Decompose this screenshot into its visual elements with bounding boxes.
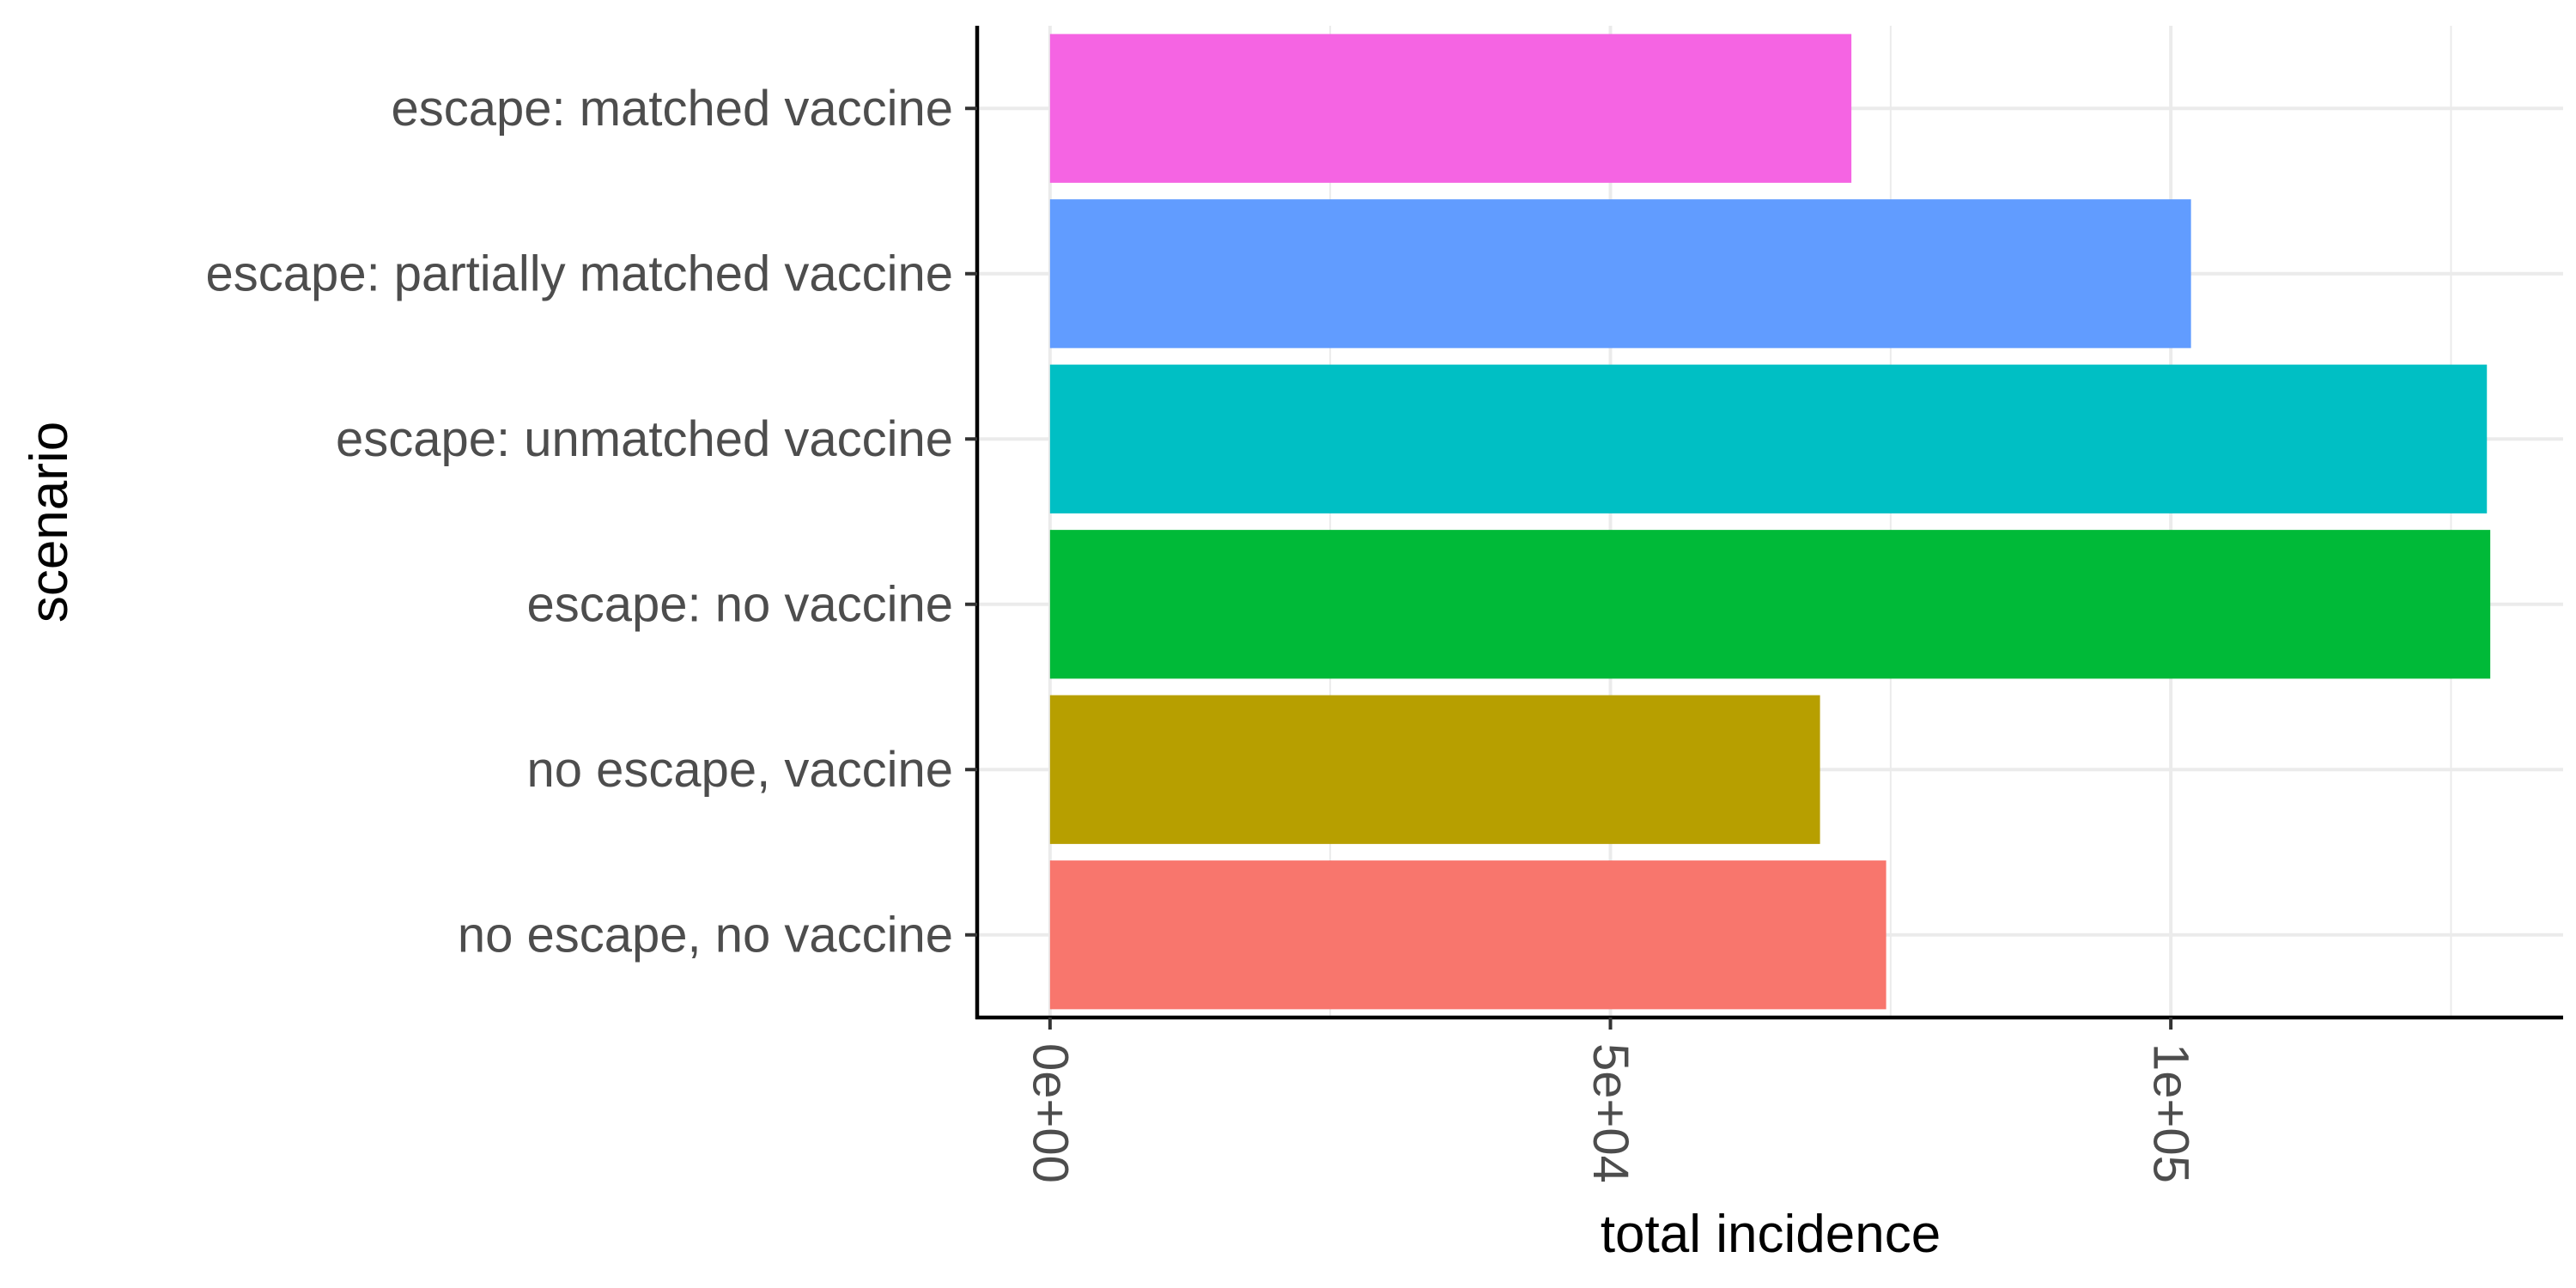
x-tick-label-2: 1e+05	[2143, 1043, 2199, 1183]
y-axis-title: scenario	[20, 422, 79, 623]
y-tick-label-3: escape: unmatched vaccine	[336, 411, 953, 467]
bars	[1049, 33, 2491, 1010]
bar-2	[1049, 530, 2491, 679]
bar-4	[1049, 199, 2191, 349]
bar-0	[1049, 860, 1886, 1010]
x-tick-label-1: 5e+04	[1583, 1043, 1638, 1183]
y-tick-label-4: escape: partially matched vaccine	[206, 246, 953, 301]
y-tick-label-5: escape: matched vaccine	[392, 81, 953, 137]
y-tick-label-0: no escape, no vaccine	[458, 907, 953, 963]
bar-1	[1049, 695, 1820, 844]
y-tick-label-1: no escape, vaccine	[526, 742, 953, 798]
x-axis-title: total incidence	[1601, 1205, 1941, 1264]
y-tick-label-2: escape: no vaccine	[526, 576, 953, 632]
x-tick-label-0: 0e+00	[1022, 1043, 1078, 1183]
bar-3	[1049, 364, 2488, 513]
axes	[975, 26, 2563, 1020]
ticks: no escape, no vaccine no escape, vaccine e…	[206, 81, 2199, 1183]
bar-5	[1049, 33, 1852, 183]
